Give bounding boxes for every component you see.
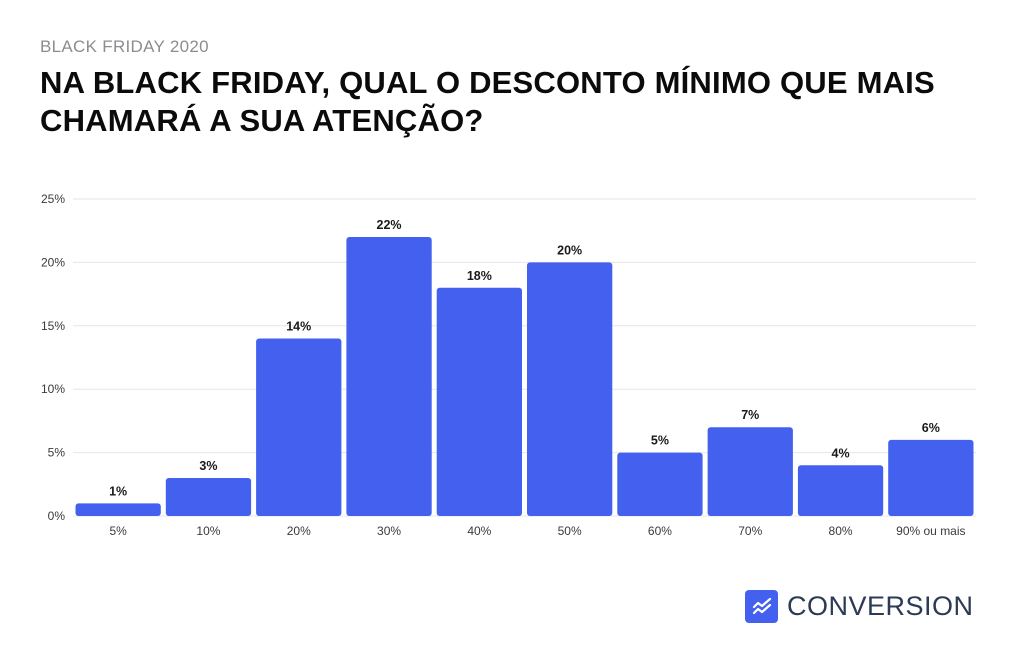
y-tick-label: 5%	[48, 446, 66, 460]
y-tick-label: 20%	[41, 255, 65, 269]
bar	[617, 452, 703, 516]
bar	[436, 287, 522, 516]
brand-name: CONVERSION	[787, 591, 974, 621]
bar-value-label: 18%	[467, 269, 492, 283]
bar	[888, 439, 974, 516]
bar-value-label: 5%	[651, 434, 669, 448]
x-category-label: 10%	[196, 524, 220, 538]
x-category-label: 60%	[648, 524, 672, 538]
bar-value-label: 14%	[286, 319, 311, 333]
x-category-label: 40%	[467, 524, 491, 538]
y-tick-label: 10%	[41, 382, 65, 396]
x-category-label: 30%	[377, 524, 401, 538]
bar	[256, 338, 342, 516]
x-category-label: 5%	[109, 524, 127, 538]
chart-kicker: BLACK FRIDAY 2020	[40, 37, 209, 56]
bar-value-label: 3%	[199, 459, 217, 473]
y-tick-label: 15%	[41, 319, 65, 333]
bar-value-label: 4%	[832, 446, 850, 460]
bar	[75, 503, 161, 516]
bar	[797, 465, 884, 516]
x-category-label: 90% ou mais	[896, 524, 965, 538]
x-category-label: 70%	[738, 524, 762, 538]
bar-value-label: 1%	[109, 484, 127, 498]
bar	[346, 237, 432, 517]
y-tick-label: 25%	[41, 192, 65, 206]
bar	[165, 477, 252, 516]
bar-value-label: 7%	[741, 408, 759, 422]
conversion-logo: CONVERSION	[745, 590, 974, 623]
x-category-label: 20%	[287, 524, 311, 538]
y-tick-label: 0%	[48, 509, 66, 523]
x-category-label: 50%	[558, 524, 582, 538]
bar	[707, 427, 793, 516]
x-category-label: 80%	[829, 524, 853, 538]
bar-value-label: 22%	[377, 218, 402, 232]
bar	[527, 262, 613, 516]
chart-trend-icon	[745, 590, 778, 623]
chart-title: NA BLACK FRIDAY, QUAL O DESCONTO MÍNIMO …	[40, 65, 935, 138]
bar-value-label: 6%	[922, 421, 940, 435]
bar-value-label: 20%	[557, 243, 582, 257]
